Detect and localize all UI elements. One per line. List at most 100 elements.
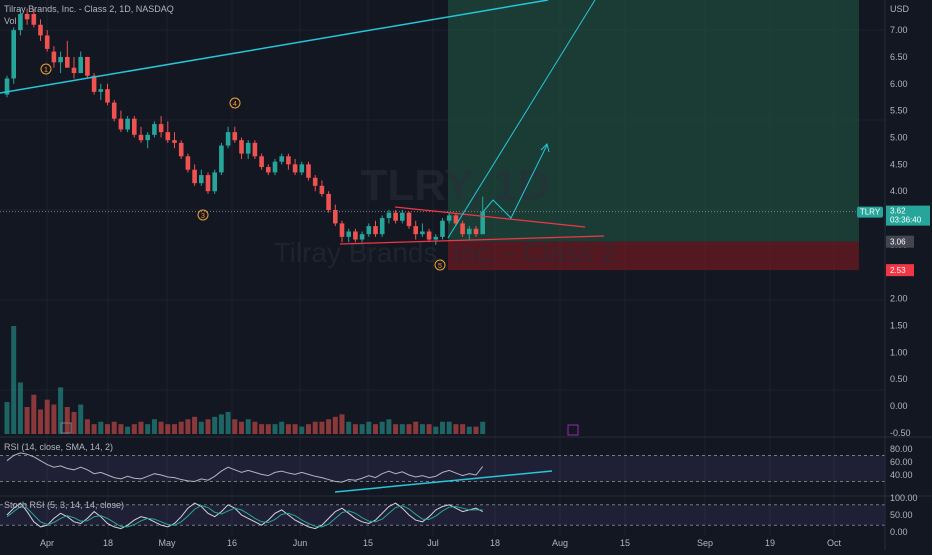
candle-body [460,223,465,235]
volume-bar [473,426,479,434]
volume-bar [480,421,486,434]
time-tick: 18 [103,538,113,548]
volume-bar [17,382,23,434]
candle-body [11,30,16,79]
volume-bar [460,424,466,434]
stoch-tick: 100.00 [890,493,918,503]
time-tick: Jun [293,538,308,548]
candle-body [299,164,305,173]
volume-bar [466,426,472,434]
candle-body [4,78,10,95]
volume-bar [419,424,425,434]
symbol-tag-bg [857,206,883,218]
candle-body [125,118,130,130]
volume-bar [125,426,131,434]
symbol-title: Tilray Brands, Inc. - Class 2, 1D, NASDA… [4,4,174,14]
volume-bar [272,424,278,434]
volume-bar [91,424,97,434]
price-tick: 4.00 [890,186,908,196]
volume-bar [78,404,84,434]
volume-bar [138,421,144,434]
candle-body [152,124,157,135]
volume-bar [446,421,452,434]
volume-bar [205,419,211,434]
candle-body [91,75,97,92]
candle-body [192,169,197,184]
volume-bar [379,421,385,434]
volume-bar [58,387,64,434]
volume-bar [172,424,177,434]
volume-bar [192,416,198,434]
last-price-tag-bg [886,205,930,226]
triangle-upper-line [394,206,586,228]
volume-bar [265,424,271,434]
time-tick: 15 [363,538,373,548]
volume-bar [38,409,43,434]
wave-label-circle [40,63,52,75]
volume-bar [145,424,151,434]
stoch-tick: 50.00 [890,510,913,520]
candle-body [239,140,244,154]
volume-bar [386,419,392,434]
long-trendline [0,0,549,94]
stoch-tick: 0.00 [890,527,908,537]
volume-bar [312,421,318,434]
volume-bar [319,421,325,434]
volume-bar [178,421,184,434]
candle-body [279,156,284,162]
candle-body [379,218,385,235]
candle-body [366,226,372,235]
time-tick: Jul [427,538,439,548]
candle-body [467,228,472,235]
rsi-tick: 80.00 [890,444,913,454]
volume-bar [71,411,77,434]
candle-body [373,226,378,235]
volume-bar [245,419,251,434]
candle-body [406,212,412,227]
time-tick: Apr [40,538,54,548]
candle-body [433,236,439,240]
projection-arrowhead [540,143,550,153]
volume-bar [285,424,291,434]
volume-bar [292,424,298,434]
candle-body [165,132,171,141]
wave-label: 5 [438,263,442,270]
time-tick: Oct [827,538,842,548]
time-tick: Sep [697,538,713,548]
time-tick: 16 [227,538,237,548]
volume-bar [51,404,57,434]
candle-body [346,231,351,237]
price-tick: -0.50 [890,428,911,438]
last-price-tag: 3.62 [890,207,906,216]
candle-body [319,185,325,194]
volume-bar [366,421,372,434]
stoch-title: Stoch RSI (5, 3, 14, 14, close) [4,500,125,510]
candle-body [212,172,217,192]
candle-body [58,56,63,63]
volume-bar [332,416,338,434]
volume-bar [225,411,231,434]
time-tick: Aug [552,538,568,548]
volume-bar [399,424,405,434]
volume-bar [426,424,432,434]
volume-bar [185,419,191,434]
volume-bar [239,421,244,434]
candle-body [252,142,258,157]
candle-body [420,231,425,235]
candle-body [105,89,110,103]
candle-body [446,215,452,221]
candle-body [85,56,90,76]
candle-body [178,142,184,157]
rsi-tick: 40.00 [890,470,913,480]
time-tick: May [158,538,176,548]
price-tick: 5.50 [890,106,908,116]
volume-bar [299,426,305,434]
volume-bar [64,407,70,434]
candle-body [24,13,30,20]
wave-label: 4 [233,101,237,108]
candle-body [426,231,432,240]
rsi-title: RSI (14, close, SMA, 14, 2) [4,442,114,452]
volume-bar [352,424,358,434]
candle-body [312,177,318,186]
